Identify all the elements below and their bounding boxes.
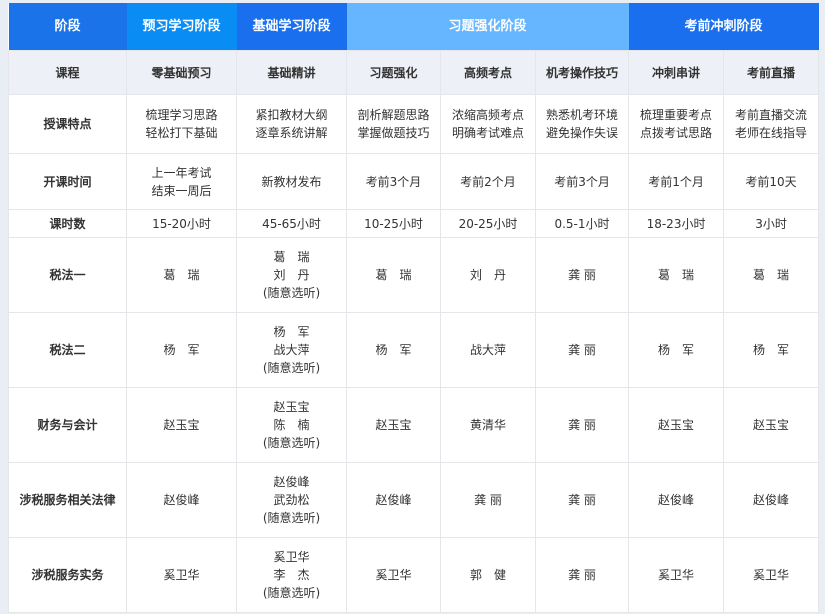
course-label: 课程 [8,50,127,95]
row-label: 税法一 [8,237,127,313]
table-cell: 10-25小时 [346,209,441,238]
table-cell: 黄清华 [440,387,536,463]
table-row: 税法一葛 瑞葛 瑞 刘 丹 (随意选听) 葛 瑞刘 丹龚 丽葛 瑞葛 瑞 [8,237,820,313]
table-cell: 龚 丽 [534,312,630,388]
table-row: 开课时间 上一年考试 结束一周后 新教材发布 考前3个月 考前2个月 考前3个月 考前1个月… [8,153,820,210]
table-cell: 20-25小时 [440,209,536,238]
table-cell: 赵俊峰 [723,462,820,538]
table-cell: 考前1个月 [628,153,725,210]
table-row: 税法二杨 军杨 军 战大萍 (随意选听) 杨 军战大萍龚 丽杨 军杨 军 [8,312,820,388]
table-cell: 梳理重要考点 点拨考试思路 [628,94,725,154]
course-row: 课程 零基础预习 基础精讲 习题强化 高频考点 机考操作技巧 冲刺串讲 考前直播 [8,50,820,95]
course-schedule-table: 阶段 预习学习阶段 基础学习阶段 习题强化阶段 考前冲刺阶段 课程 零基础预习 基础精讲… [8,3,820,613]
table-cell: 考前3个月 [346,153,441,210]
table-cell: 葛 瑞 刘 丹 (随意选听) [236,237,347,313]
stage-label: 阶段 [8,3,127,51]
stage-header: 预习学习阶段 [126,3,237,51]
course-name: 基础精讲 [236,50,347,95]
table-cell: 0.5-1小时 [534,209,630,238]
table-cell: 浓缩高频考点 明确考试难点 [440,94,536,154]
table-row: 涉税服务实务 奚卫华 奚卫华 李 杰 (随意选听) 奚卫华郭 健龚 丽奚卫华 奚卫华 [8,537,820,613]
table-cell: 葛 瑞 [346,237,441,313]
table-cell: 战大萍 [440,312,536,388]
table-cell: 赵俊峰 [126,462,237,538]
row-label: 涉税服务实务 [8,537,127,613]
table-cell: 赵玉宝 [346,387,441,463]
table-cell: 奚卫华 [628,537,725,613]
table-cell: 3小时 [723,209,820,238]
table-cell: 龚 丽 [440,462,536,538]
table-cell: 赵俊峰 武劲松 (随意选听) [236,462,347,538]
table-cell: 赵玉宝 陈 楠 (随意选听) [236,387,347,463]
stage-header: 考前冲刺阶段 [628,3,819,51]
table-cell: 剖析解题思路 掌握做题技巧 [346,94,441,154]
table-cell: 葛 瑞 [723,237,820,313]
table-cell: 龚 丽 [534,462,630,538]
table-cell: 45-65小时 [236,209,347,238]
course-name: 考前直播 [723,50,820,95]
stage-header: 基础学习阶段 [236,3,347,51]
course-name: 冲刺串讲 [628,50,725,95]
table-cell: 赵玉宝 [126,387,237,463]
table-cell: 熟悉机考环境 避免操作失误 [534,94,630,154]
table-row: 财务与会计 赵玉宝 赵玉宝 陈 楠 (随意选听) 赵玉宝 黄清华龚 丽赵玉宝 赵玉宝 [8,387,820,463]
stage-header-row: 阶段 预习学习阶段 基础学习阶段 习题强化阶段 考前冲刺阶段 [8,3,819,51]
table-cell: 赵玉宝 [723,387,820,463]
table-cell: 杨 军 [126,312,237,388]
row-label: 财务与会计 [8,387,127,463]
table-cell: 考前10天 [723,153,820,210]
table-cell: 龚 丽 [534,537,630,613]
table-cell: 杨 军 [723,312,820,388]
table-cell: 杨 军 [628,312,725,388]
table-cell: 葛 瑞 [126,237,237,313]
table-cell: 奚卫华 [346,537,441,613]
table-cell: 赵俊峰 [346,462,441,538]
table-cell: 杨 军 战大萍 (随意选听) [236,312,347,388]
table-cell: 龚 丽 [534,237,630,313]
table-row: 课时数 15-20小时 45-65小时 10-25小时 20-25小时 0.5-1小时 18… [8,209,820,238]
table-cell: 奚卫华 李 杰 (随意选听) [236,537,347,613]
table-cell: 郭 健 [440,537,536,613]
table-cell: 杨 军 [346,312,441,388]
table-cell: 紧扣教材大纲 逐章系统讲解 [236,94,347,154]
course-name: 机考操作技巧 [534,50,630,95]
table-row: 涉税服务相关法律 赵俊峰 赵俊峰 武劲松 (随意选听) 赵俊峰龚 丽龚 丽赵俊峰 赵俊峰 [8,462,820,538]
row-label: 授课特点 [8,94,127,154]
table-cell: 考前2个月 [440,153,536,210]
table-cell: 考前3个月 [534,153,630,210]
table-cell: 赵玉宝 [628,387,725,463]
table-cell: 葛 瑞 [628,237,725,313]
table-cell: 奚卫华 [126,537,237,613]
course-name: 习题强化 [346,50,441,95]
table-cell: 上一年考试 结束一周后 [126,153,237,210]
stage-header: 习题强化阶段 [346,3,629,51]
row-label: 涉税服务相关法律 [8,462,127,538]
course-name: 零基础预习 [126,50,237,95]
row-label: 课时数 [8,209,127,238]
table-cell: 龚 丽 [534,387,630,463]
row-label: 税法二 [8,312,127,388]
table-cell: 赵俊峰 [628,462,725,538]
table-cell: 15-20小时 [126,209,237,238]
table-cell: 奚卫华 [723,537,820,613]
table-cell: 18-23小时 [628,209,725,238]
table-cell: 刘 丹 [440,237,536,313]
table-cell: 新教材发布 [236,153,347,210]
course-name: 高频考点 [440,50,536,95]
row-label: 开课时间 [8,153,127,210]
table-cell: 梳理学习思路 轻松打下基础 [126,94,237,154]
table-row: 授课特点 梳理学习思路 轻松打下基础 紧扣教材大纲 逐章系统讲解 剖析解题思路 掌握做… [8,94,820,154]
table-cell: 考前直播交流 老师在线指导 [723,94,820,154]
